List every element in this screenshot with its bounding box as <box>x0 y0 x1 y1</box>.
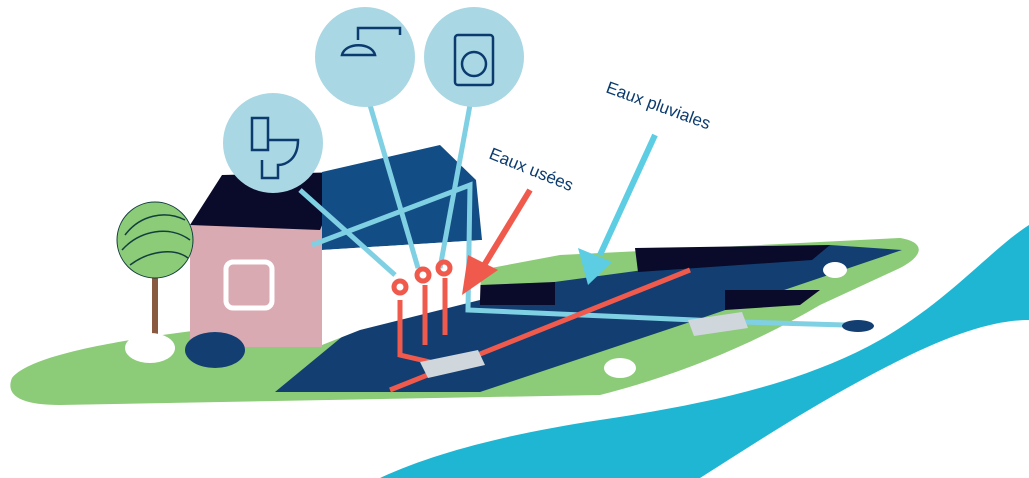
pipe-line <box>437 104 473 269</box>
rock <box>125 333 175 363</box>
toilet <box>250 116 300 180</box>
outlet-pool <box>842 320 874 332</box>
gutter <box>311 181 846 328</box>
wastewater-arrow-head <box>462 255 498 295</box>
house-wall <box>190 225 322 347</box>
washer-door <box>460 50 488 78</box>
pipe-inlet <box>391 278 409 296</box>
pipe-line <box>367 104 421 269</box>
rock <box>604 358 636 378</box>
tree-trunk <box>152 270 158 335</box>
trench-wall <box>480 245 830 310</box>
rock <box>823 262 847 278</box>
river <box>380 225 1029 478</box>
wastewater-pipe <box>389 267 691 393</box>
river-edge <box>560 345 790 410</box>
shower <box>340 26 402 57</box>
window <box>223 259 275 311</box>
manhole <box>688 312 748 336</box>
toilet-icon <box>223 93 323 193</box>
stormwater-label: Eaux pluviales <box>604 78 714 133</box>
wastewater-label: Eaux usées <box>487 144 576 195</box>
manhole <box>420 350 485 378</box>
stormwater-arrow-shaft <box>597 133 658 257</box>
washer <box>453 33 495 87</box>
bush <box>185 332 245 368</box>
pipe-inlet <box>414 266 432 284</box>
trench <box>275 245 902 392</box>
pipe-inlet <box>435 259 453 277</box>
wastewater-arrow-shaft <box>477 188 533 274</box>
tree-crown <box>116 201 194 279</box>
tree-lines <box>121 214 191 266</box>
shower-icon <box>315 7 415 107</box>
house-roof-dark <box>190 172 345 230</box>
washer-icon <box>424 7 524 107</box>
stormwater-arrow-head <box>578 248 612 285</box>
